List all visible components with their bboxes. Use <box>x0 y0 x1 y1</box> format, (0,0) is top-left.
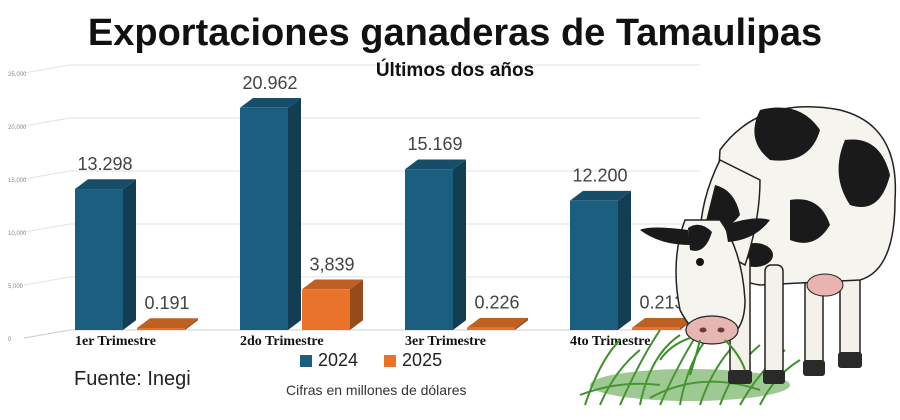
bar-2024-1 <box>75 179 136 330</box>
data-label-2024-4: 12.200 <box>572 166 627 186</box>
data-label-2025-4: 0.213 <box>639 293 684 313</box>
data-label-2024-1: 13.298 <box>77 154 132 174</box>
data-label-2025-3: 0.226 <box>474 293 519 313</box>
y-tick-label: 20,000 <box>8 125 27 131</box>
data-label-2024-2: 20.962 <box>242 73 297 93</box>
cow-grazing-icon <box>579 106 897 406</box>
legend-item-2025: 2025 <box>384 350 442 371</box>
legend-item-2024: 2024 <box>300 350 358 371</box>
bar-2024-4 <box>570 190 631 330</box>
gridline <box>23 64 700 74</box>
gridline <box>23 117 700 127</box>
x-category-label: 3er Trimestre <box>405 334 486 349</box>
bar-2024-3 <box>405 159 466 330</box>
legend-swatch-2025 <box>384 354 397 367</box>
units-note: Cifras en millones de dólares <box>286 382 467 398</box>
bar-2025-2 <box>302 279 363 330</box>
source-note: Fuente: Inegi <box>74 368 191 390</box>
chart-legend: 2024 2025 <box>300 350 468 371</box>
y-tick-label: 15,000 <box>8 178 27 184</box>
chart-title: Exportaciones ganaderas de Tamaulipas <box>87 12 823 54</box>
legend-label-2024: 2024 <box>318 350 359 370</box>
legend-swatch-2024 <box>300 354 312 367</box>
x-category-label: 2do Trimestre <box>240 334 324 349</box>
data-label-2024-3: 15.169 <box>407 134 462 154</box>
data-label-2025-2: 3,839 <box>309 254 354 274</box>
x-category-label: 1er Trimestre <box>75 334 156 349</box>
y-tick-label: 10,000 <box>8 231 27 237</box>
y-tick-label: 25,000 <box>8 72 27 78</box>
y-tick-label: 5,000 <box>8 284 24 290</box>
bar-2025-4 <box>632 317 693 330</box>
x-category-label: 4to Trimestre <box>570 334 650 349</box>
chart-subtitle: Últimos dos años <box>375 60 535 81</box>
legend-label-2025: 2025 <box>402 350 443 370</box>
gridline <box>23 223 700 233</box>
gridline <box>23 276 700 286</box>
y-tick-label: 0 <box>8 337 12 343</box>
data-label-2025-1: 0.191 <box>144 293 189 313</box>
bar-2025-1 <box>137 318 198 330</box>
bar-2024-2 <box>240 98 301 331</box>
bar-2025-3 <box>467 317 528 330</box>
gridline <box>23 170 700 180</box>
